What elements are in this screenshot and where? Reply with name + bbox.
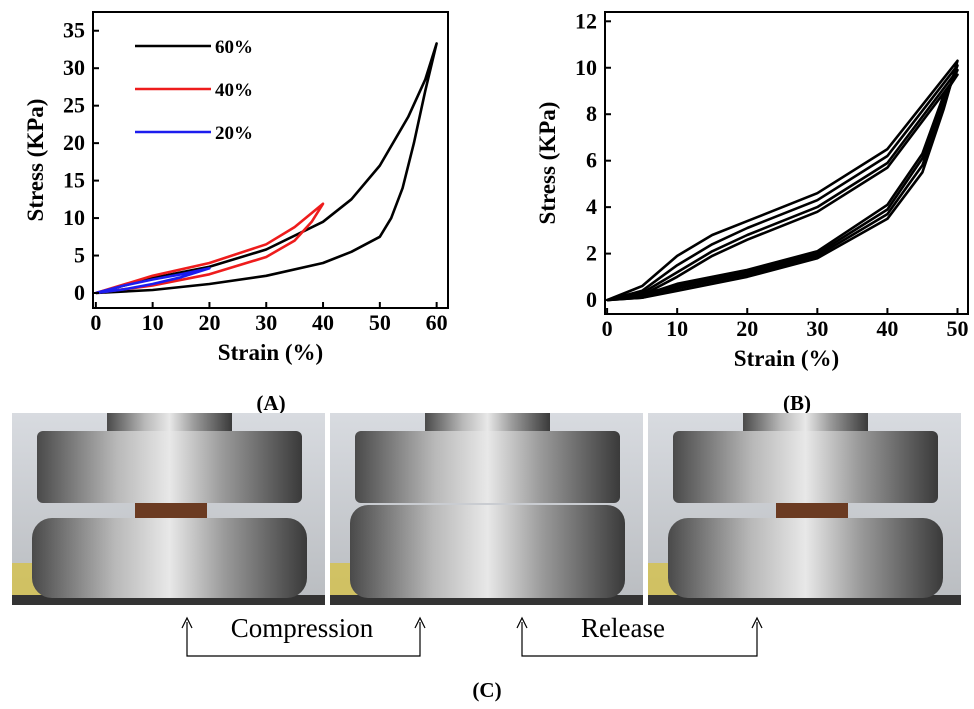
y-tick-label: 2	[586, 241, 597, 266]
legend-label: 20%	[215, 123, 253, 144]
y-tick-label: 12	[575, 8, 597, 33]
photo	[12, 413, 325, 605]
x-tick-label: 30	[806, 316, 828, 341]
x-tick-label: 10	[666, 316, 688, 341]
y-tick-label: 6	[586, 148, 597, 173]
arrows	[181, 616, 763, 657]
y-axis-label: Stress (KPa)	[23, 99, 48, 222]
photo	[330, 413, 643, 605]
legend-label: 60%	[215, 37, 253, 58]
x-tick-label: 20	[736, 316, 758, 341]
annotation: Compression	[231, 613, 374, 643]
x-tick-label: 50	[369, 310, 391, 335]
panel-caption: (C)	[472, 678, 501, 702]
panel-caption: (B)	[783, 391, 811, 415]
x-tick-label: 40	[312, 310, 334, 335]
x-tick-label: 0	[90, 310, 101, 335]
x-axis-label: Strain (%)	[734, 346, 839, 371]
x-tick-label: 10	[142, 310, 164, 335]
y-tick-label: 0	[586, 287, 597, 312]
x-tick-label: 20	[198, 310, 220, 335]
y-tick-label: 20	[63, 130, 85, 155]
y-tick-label: 5	[74, 243, 85, 268]
y-tick-label: 8	[586, 101, 597, 126]
x-tick-label: 0	[602, 316, 613, 341]
series-line	[95, 42, 438, 295]
y-tick-label: 10	[575, 55, 597, 80]
photo	[648, 413, 961, 605]
plot-frame	[604, 11, 969, 315]
x-tick-label: 30	[255, 310, 277, 335]
plot-frame	[92, 11, 449, 309]
x-tick-label: 50	[946, 316, 968, 341]
y-tick-label: 30	[63, 55, 85, 80]
x-axis-label: Strain (%)	[218, 340, 323, 365]
series-line	[95, 202, 325, 295]
y-tick-label: 0	[74, 280, 85, 305]
y-tick-label: 25	[63, 93, 85, 118]
y-tick-label: 4	[586, 194, 597, 219]
y-tick-label: 35	[63, 18, 85, 43]
x-tick-label: 60	[426, 310, 448, 335]
legend-label: 40%	[215, 80, 253, 101]
series-line	[95, 267, 211, 295]
series-line	[606, 73, 959, 302]
panel-caption: (A)	[256, 391, 285, 415]
y-tick-label: 15	[63, 168, 85, 193]
y-axis-label: Stress (KPa)	[535, 102, 560, 225]
x-tick-label: 40	[876, 316, 898, 341]
annotation: Release	[581, 613, 665, 643]
y-tick-label: 10	[63, 205, 85, 230]
